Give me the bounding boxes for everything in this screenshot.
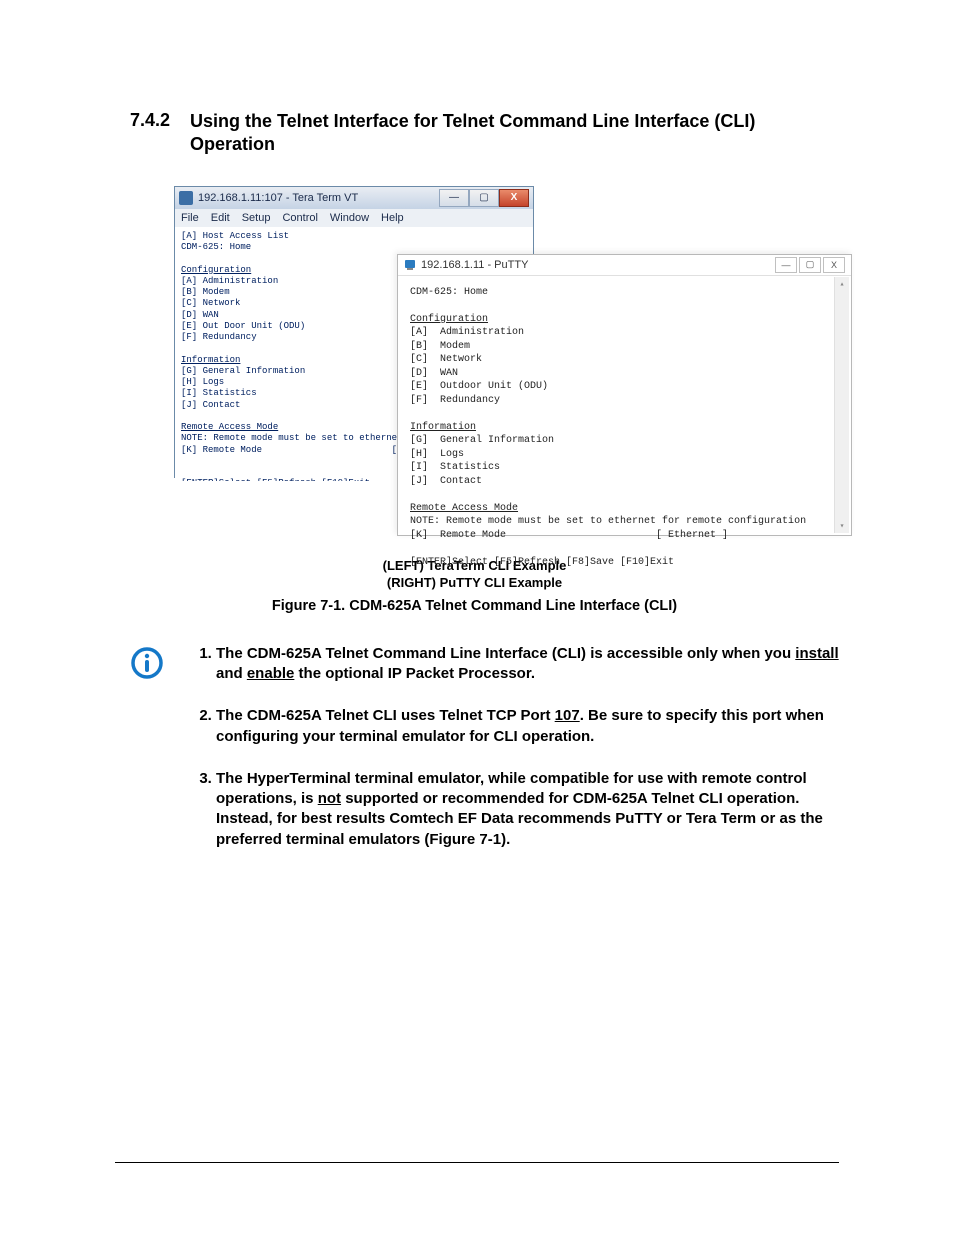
pt-top: CDM-625: Home — [410, 287, 488, 298]
figure-area: 192.168.1.11:107 - Tera Term VT — ▢ X Fi… — [185, 187, 839, 537]
teraterm-title: 192.168.1.11:107 - Tera Term VT — [198, 192, 358, 204]
teraterm-app-icon — [179, 191, 193, 205]
putty-title: 192.168.1.11 - PuTTY — [421, 259, 528, 271]
menu-edit[interactable]: Edit — [211, 212, 230, 224]
note-2: The CDM-625A Telnet CLI uses Telnet TCP … — [216, 706, 839, 747]
note-3: The HyperTerminal terminal emulator, whi… — [216, 769, 839, 850]
notes-list: The CDM-625A Telnet Command Line Interfa… — [192, 644, 839, 872]
scroll-up-icon: ▴ — [837, 279, 847, 289]
maximize-button[interactable]: ▢ — [799, 257, 821, 273]
menu-window[interactable]: Window — [330, 212, 369, 224]
pt-ram-header: Remote Access Mode — [410, 503, 518, 514]
info-icon — [130, 646, 164, 680]
menu-help[interactable]: Help — [381, 212, 404, 224]
putty-scrollbar[interactable]: ▴ ▾ — [834, 277, 849, 533]
teraterm-titlebar: 192.168.1.11:107 - Tera Term VT — ▢ X — [175, 187, 533, 209]
putty-terminal[interactable]: CDM-625: Home Configuration [A] Administ… — [398, 276, 851, 580]
tt-footer: [ENTER]Select [F5]Refresh [F10]Exit — [181, 478, 370, 481]
minimize-button[interactable]: — — [439, 189, 469, 207]
pt-info-header: Information — [410, 422, 476, 433]
close-button[interactable]: X — [499, 189, 529, 207]
tt-info-header: Information — [181, 355, 240, 365]
pt-ram-line: [K] Remote Mode [ Ethernet ] — [410, 530, 728, 541]
pt-config-header: Configuration — [410, 314, 488, 325]
putty-titlebar: 192.168.1.11 - PuTTY — ▢ X — [398, 255, 851, 276]
tt-top: [A] Host Access List CDM-625: Home — [181, 231, 289, 252]
section-number: 7.4.2 — [130, 110, 190, 131]
tt-info-items: [G] General Information [H] Logs [I] Sta… — [181, 366, 305, 410]
pt-footer: [ENTER]Select [F5]Refresh [F8]Save [F10]… — [410, 557, 674, 568]
footer-rule — [115, 1162, 839, 1163]
putty-app-icon — [404, 259, 416, 271]
tt-config-items: [A] Administration [B] Modem [C] Network… — [181, 276, 305, 342]
menu-setup[interactable]: Setup — [242, 212, 271, 224]
section-heading: 7.4.2 Using the Telnet Interface for Tel… — [130, 110, 839, 157]
tt-config-header: Configuration — [181, 265, 251, 275]
note-1: The CDM-625A Telnet Command Line Interfa… — [216, 644, 839, 685]
putty-window: 192.168.1.11 - PuTTY — ▢ X CDM-625: Home… — [397, 254, 852, 536]
teraterm-menubar: File Edit Setup Control Window Help — [175, 209, 533, 227]
pt-config-items: [A] Administration [B] Modem [C] Network… — [410, 327, 548, 406]
section-title: Using the Telnet Interface for Telnet Co… — [190, 110, 839, 157]
minimize-button[interactable]: — — [775, 257, 797, 273]
figure-title: Figure 7-1. CDM-625A Telnet Command Line… — [110, 598, 839, 614]
pt-info-items: [G] General Information [H] Logs [I] Sta… — [410, 435, 554, 487]
scroll-down-icon: ▾ — [837, 521, 847, 531]
maximize-button[interactable]: ▢ — [469, 189, 499, 207]
close-button[interactable]: X — [823, 257, 845, 273]
pt-ram-note: NOTE: Remote mode must be set to etherne… — [410, 516, 806, 527]
menu-control[interactable]: Control — [282, 212, 317, 224]
tt-ram-header: Remote Access Mode — [181, 422, 278, 432]
menu-file[interactable]: File — [181, 212, 199, 224]
